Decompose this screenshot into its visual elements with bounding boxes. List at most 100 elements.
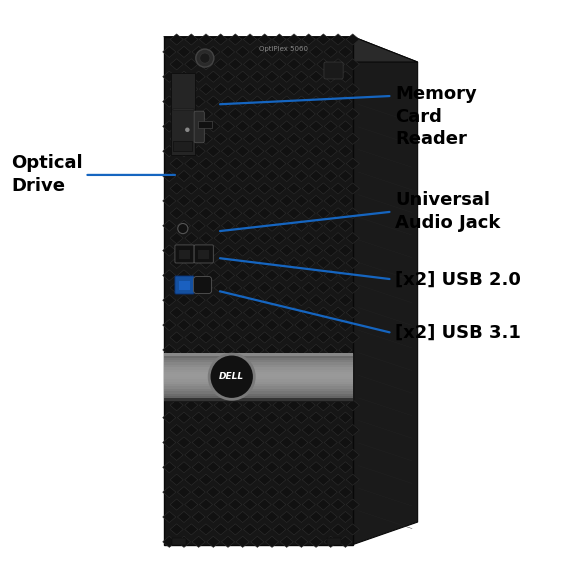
Bar xyxy=(164,389,353,391)
Polygon shape xyxy=(185,474,198,485)
Polygon shape xyxy=(258,183,271,194)
Polygon shape xyxy=(346,34,359,45)
Polygon shape xyxy=(229,133,242,144)
Polygon shape xyxy=(317,400,330,411)
Polygon shape xyxy=(324,245,337,256)
Polygon shape xyxy=(346,282,359,294)
Polygon shape xyxy=(192,344,205,356)
Polygon shape xyxy=(346,425,359,435)
Polygon shape xyxy=(302,258,315,268)
Polygon shape xyxy=(200,499,213,510)
Polygon shape xyxy=(317,84,330,95)
Polygon shape xyxy=(185,258,198,268)
Polygon shape xyxy=(310,146,323,157)
Polygon shape xyxy=(177,412,190,424)
Polygon shape xyxy=(339,196,352,206)
Polygon shape xyxy=(331,332,345,343)
Polygon shape xyxy=(185,282,198,294)
Polygon shape xyxy=(339,71,352,82)
Polygon shape xyxy=(339,462,352,473)
Polygon shape xyxy=(310,220,323,231)
Polygon shape xyxy=(200,233,213,244)
Polygon shape xyxy=(317,258,330,268)
Circle shape xyxy=(178,223,188,234)
Polygon shape xyxy=(214,258,227,268)
Polygon shape xyxy=(346,449,359,461)
Polygon shape xyxy=(243,34,256,45)
Polygon shape xyxy=(200,207,213,219)
Bar xyxy=(171,74,195,155)
Polygon shape xyxy=(221,487,235,498)
Polygon shape xyxy=(200,474,213,485)
Polygon shape xyxy=(280,412,294,424)
Polygon shape xyxy=(287,425,300,435)
Polygon shape xyxy=(170,207,183,219)
Polygon shape xyxy=(236,487,249,498)
Text: [x2] USB 2.0: [x2] USB 2.0 xyxy=(395,270,521,288)
Polygon shape xyxy=(214,400,227,411)
Polygon shape xyxy=(192,146,205,157)
Polygon shape xyxy=(266,412,279,424)
Polygon shape xyxy=(162,412,176,424)
Polygon shape xyxy=(214,499,227,510)
Polygon shape xyxy=(229,158,242,169)
Polygon shape xyxy=(251,270,264,281)
Polygon shape xyxy=(207,121,220,132)
Polygon shape xyxy=(258,332,271,343)
Polygon shape xyxy=(280,320,294,331)
Polygon shape xyxy=(162,487,176,498)
Bar xyxy=(164,398,353,401)
Polygon shape xyxy=(177,196,190,206)
Polygon shape xyxy=(273,133,286,144)
Polygon shape xyxy=(331,400,345,411)
Polygon shape xyxy=(192,295,205,306)
Polygon shape xyxy=(214,332,227,343)
Polygon shape xyxy=(310,320,323,331)
Polygon shape xyxy=(177,71,190,82)
Polygon shape xyxy=(185,400,198,411)
Polygon shape xyxy=(243,84,256,95)
Polygon shape xyxy=(214,449,227,461)
Polygon shape xyxy=(221,295,235,306)
Polygon shape xyxy=(185,158,198,169)
Polygon shape xyxy=(200,59,213,70)
Bar xyxy=(198,121,211,128)
Polygon shape xyxy=(302,108,315,120)
Polygon shape xyxy=(207,344,220,356)
Polygon shape xyxy=(310,412,323,424)
Bar xyxy=(172,538,186,545)
Polygon shape xyxy=(324,295,337,306)
Polygon shape xyxy=(258,258,271,268)
Polygon shape xyxy=(243,400,256,411)
Polygon shape xyxy=(310,511,323,523)
Polygon shape xyxy=(266,170,279,182)
Polygon shape xyxy=(331,307,345,318)
Polygon shape xyxy=(295,462,308,473)
Polygon shape xyxy=(200,282,213,294)
Polygon shape xyxy=(236,245,249,256)
Polygon shape xyxy=(273,400,286,411)
Polygon shape xyxy=(258,133,271,144)
Polygon shape xyxy=(236,412,249,424)
Polygon shape xyxy=(214,34,227,45)
Polygon shape xyxy=(229,474,242,485)
Polygon shape xyxy=(200,449,213,461)
Polygon shape xyxy=(192,121,205,132)
Polygon shape xyxy=(258,59,271,70)
Polygon shape xyxy=(170,332,183,343)
Polygon shape xyxy=(280,462,294,473)
Polygon shape xyxy=(346,59,359,70)
Polygon shape xyxy=(273,183,286,194)
Polygon shape xyxy=(185,425,198,435)
Polygon shape xyxy=(310,536,323,547)
Bar xyxy=(164,396,353,398)
Polygon shape xyxy=(185,332,198,343)
Polygon shape xyxy=(302,425,315,435)
Polygon shape xyxy=(331,59,345,70)
Text: OptiPlex 5060: OptiPlex 5060 xyxy=(259,46,308,52)
Polygon shape xyxy=(214,425,227,435)
Polygon shape xyxy=(339,146,352,157)
Bar xyxy=(164,360,353,363)
Polygon shape xyxy=(353,36,418,545)
Polygon shape xyxy=(207,46,220,58)
